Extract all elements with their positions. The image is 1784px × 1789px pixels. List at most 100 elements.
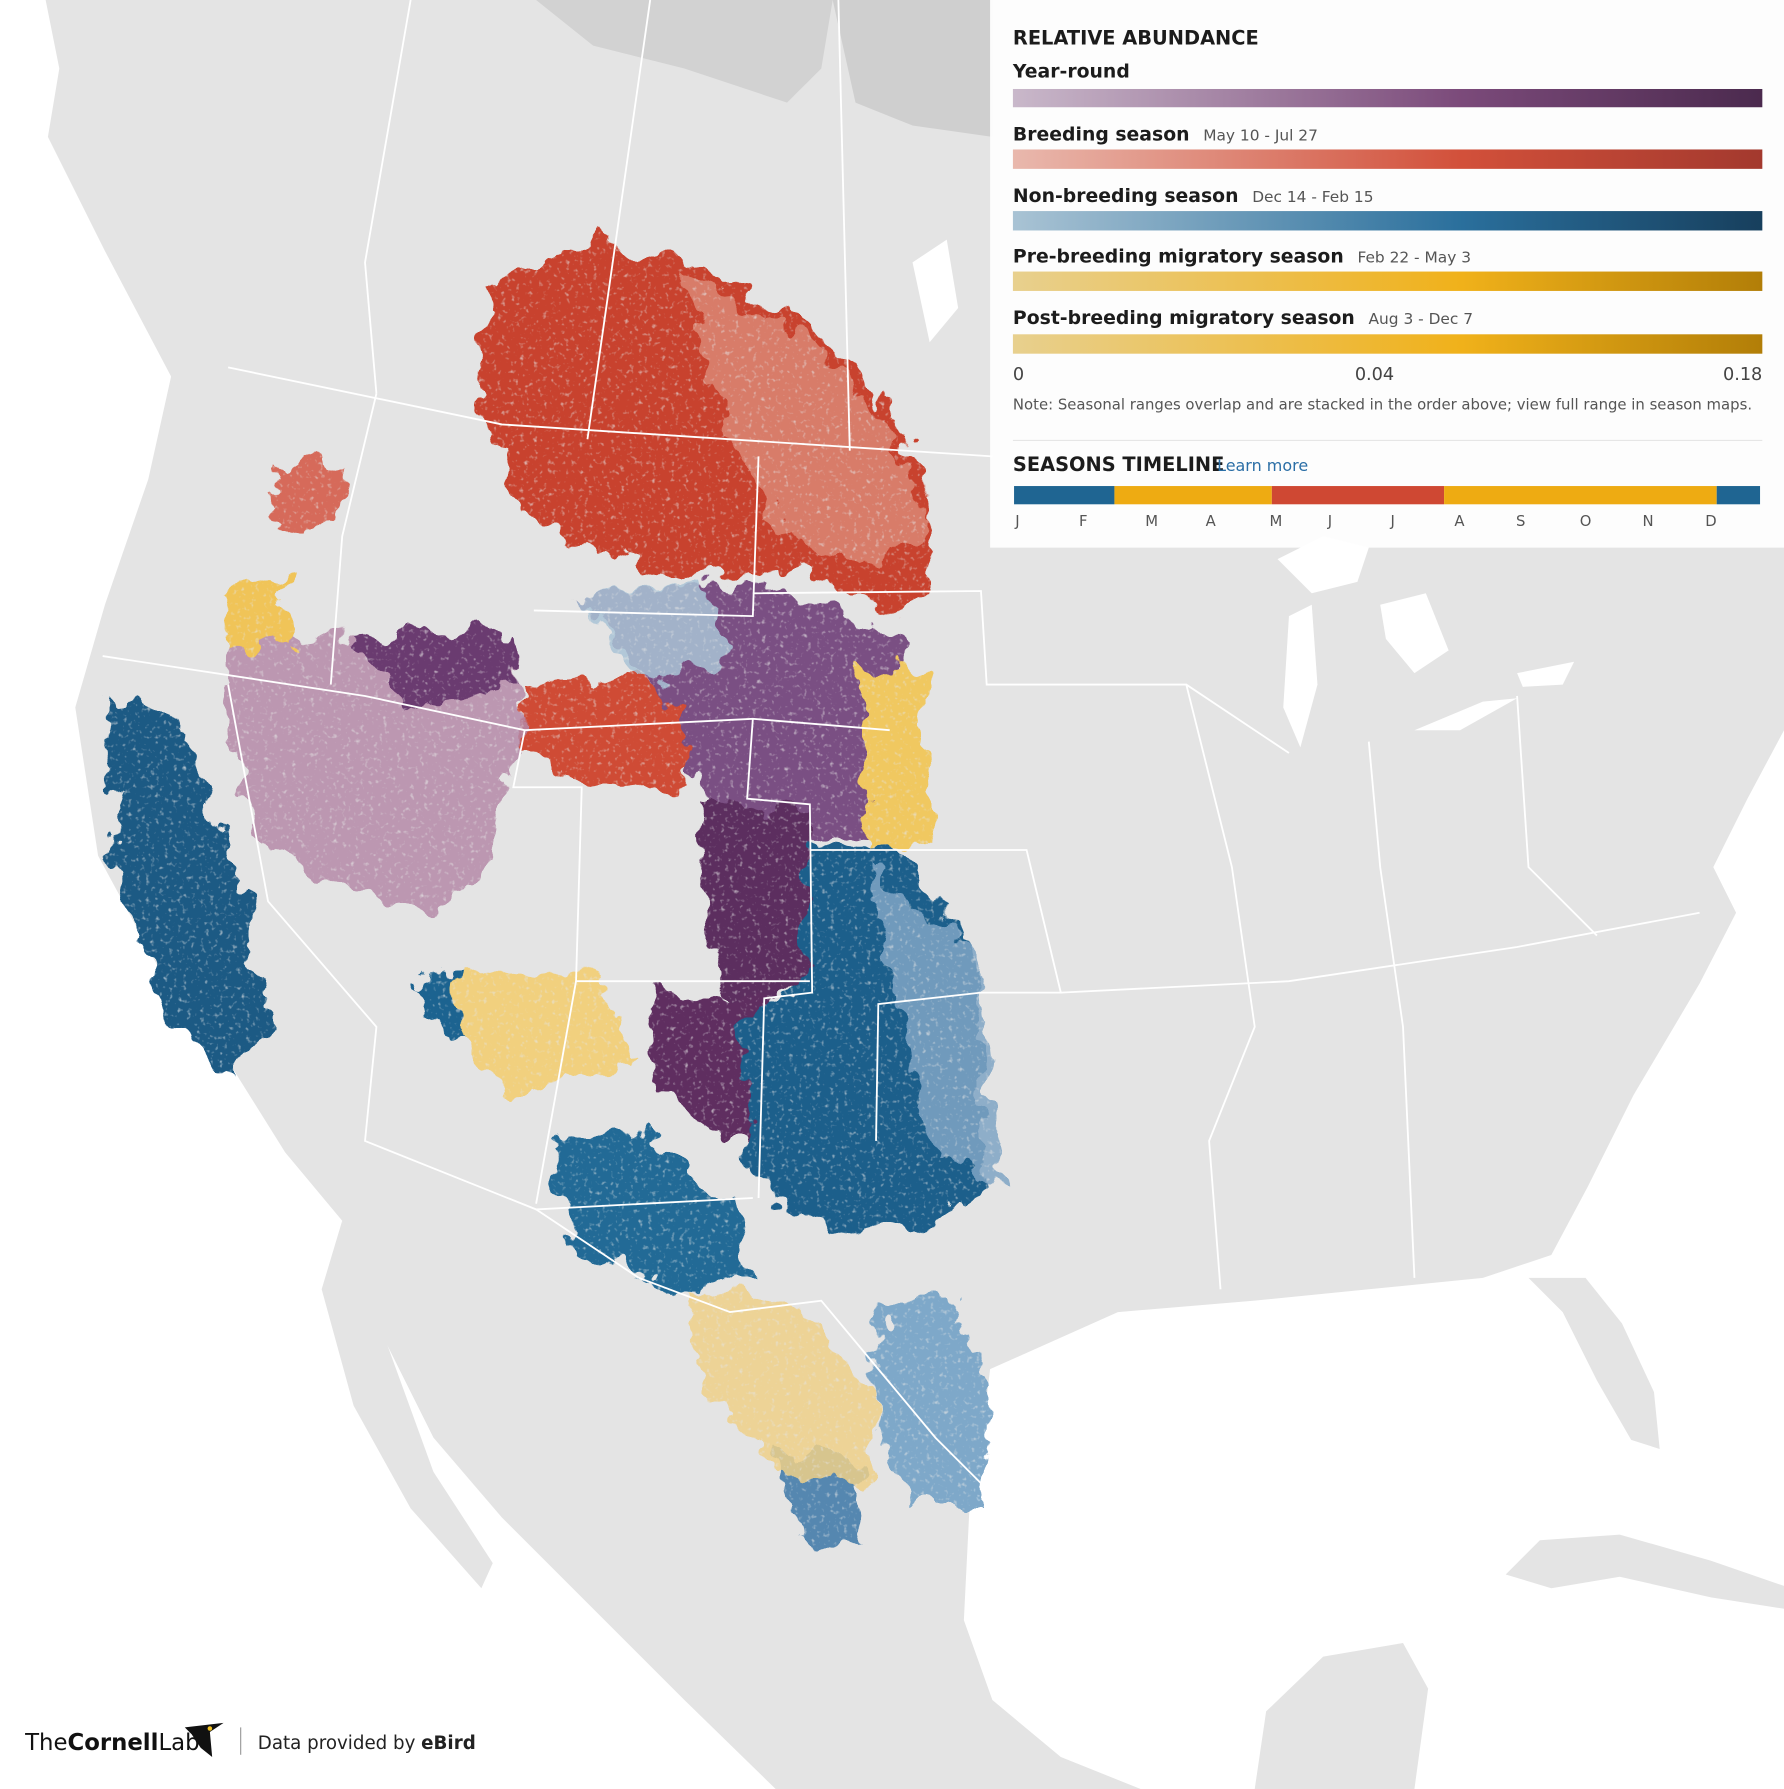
cornell-logo: TheCornellLab	[24, 1730, 200, 1756]
scale-label: 0.18	[1723, 365, 1762, 385]
month-label: J	[1389, 513, 1394, 530]
month-label: S	[1516, 513, 1525, 530]
season-label: Post-breeding migratory season Aug 3 - De…	[1013, 308, 1473, 329]
color-ramp	[1012, 334, 1763, 354]
border	[809, 849, 1062, 1141]
border	[1185, 684, 1256, 1290]
timeline-bar	[1014, 486, 1761, 505]
month-label: M	[1270, 513, 1283, 530]
month-label: O	[1580, 513, 1592, 530]
month-label: A	[1454, 513, 1465, 530]
bird-icon-accent	[207, 1726, 213, 1731]
border	[837, 0, 851, 451]
timeline-segment	[1444, 486, 1717, 505]
color-ramp	[1012, 211, 1763, 231]
border	[1516, 695, 1598, 937]
border	[752, 590, 1290, 754]
lake-huron	[1380, 593, 1449, 674]
season-dates: Dec 14 - Feb 15	[1252, 188, 1373, 206]
hudson-bay	[832, 0, 993, 137]
lake-michigan	[1283, 604, 1318, 748]
abundance-layer	[108, 239, 1004, 1552]
border	[535, 1208, 982, 1484]
lake-erie	[1414, 698, 1518, 731]
migratory-range	[216, 570, 297, 651]
border	[535, 981, 577, 1204]
border	[586, 0, 652, 440]
timeline-segment	[1014, 486, 1115, 505]
pacific-ocean	[0, 0, 776, 1789]
season-name: Breeding season	[1013, 124, 1190, 145]
year-round-range	[342, 627, 520, 708]
baja-peninsula	[321, 1220, 493, 1589]
legend-title: RELATIVE ABUNDANCE	[1013, 26, 1259, 49]
month-label: D	[1705, 513, 1716, 530]
timeline-segment	[1114, 486, 1272, 505]
border	[227, 684, 753, 1211]
lake-winnipeg	[912, 239, 959, 343]
season-name: Pre-breeding migratory season	[1013, 246, 1344, 267]
learn-more-link[interactable]: Learn more	[1217, 456, 1308, 475]
season-name: Post-breeding migratory season	[1013, 308, 1355, 329]
non-breeding-range	[108, 695, 269, 1084]
border	[1060, 911, 1700, 994]
non-breeding-range	[878, 1300, 999, 1507]
bird-icon	[184, 1722, 224, 1758]
season-dates: May 10 - Jul 27	[1203, 126, 1318, 144]
month-label: J	[1327, 513, 1332, 530]
borders	[102, 0, 1700, 1484]
breeding-range-edge	[684, 273, 930, 571]
non-breeding-range	[866, 867, 1004, 1187]
breeding-range	[273, 456, 348, 537]
color-ramp	[1012, 149, 1763, 169]
migratory-range	[684, 1289, 879, 1484]
border	[512, 730, 810, 983]
arctic-land	[536, 0, 833, 103]
month-label: M	[1145, 513, 1158, 530]
non-breeding-range	[547, 1129, 753, 1290]
logo-part: Cornell	[67, 1730, 158, 1756]
lake-superior	[1277, 536, 1369, 594]
lake-ontario	[1517, 661, 1575, 687]
data-credit: Data provided by eBird	[258, 1733, 476, 1754]
border	[329, 393, 378, 685]
month-label: F	[1079, 513, 1088, 530]
timeline-title: SEASONS TIMELINE	[1013, 453, 1224, 476]
border	[746, 718, 814, 1199]
month-label: A	[1206, 513, 1217, 530]
migratory-range	[855, 661, 930, 845]
credit-text: Data provided by	[258, 1733, 416, 1754]
logo-part: The	[24, 1730, 67, 1756]
season-label: Non-breeding season Dec 14 - Feb 15	[1013, 186, 1374, 207]
cuba	[1505, 1534, 1784, 1609]
month-label: J	[1014, 513, 1019, 530]
year-round-range	[698, 798, 813, 1005]
gulf-atlantic-ocean	[963, 730, 1784, 1789]
border	[227, 366, 993, 458]
season-dates: Feb 22 - May 3	[1357, 248, 1471, 266]
florida	[1528, 1277, 1660, 1449]
season-label: Year-round	[1012, 62, 1130, 83]
season-name: Non-breeding season	[1013, 186, 1239, 207]
credit-source: eBird	[421, 1733, 476, 1754]
season-label: Pre-breeding migratory season Feb 22 - Ma…	[1013, 246, 1471, 267]
timeline-segment	[1716, 486, 1761, 505]
border	[1367, 741, 1416, 1278]
season-label: Breeding season May 10 - Jul 27	[1013, 124, 1318, 145]
migratory-range	[456, 969, 639, 1096]
legend-note: Note: Seasonal ranges overlap and are st…	[1013, 397, 1752, 414]
yucatan	[1254, 1642, 1429, 1789]
season-dates: Aug 3 - Dec 7	[1369, 310, 1474, 328]
color-ramp	[1012, 88, 1763, 108]
month-label: N	[1643, 513, 1654, 530]
non-breeding-range	[570, 581, 731, 685]
scale-label: 0	[1013, 365, 1024, 385]
color-ramp	[1012, 271, 1763, 291]
breeding-range	[519, 673, 708, 788]
scale-label: 0.04	[1355, 365, 1394, 385]
border	[364, 0, 412, 394]
timeline-segment	[1271, 486, 1445, 505]
